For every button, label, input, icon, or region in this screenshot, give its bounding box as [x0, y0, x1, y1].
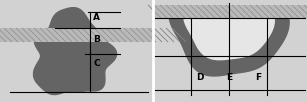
Text: C: C: [93, 59, 100, 69]
Text: D: D: [196, 74, 204, 83]
Bar: [153, 5, 307, 18]
Text: F: F: [255, 74, 261, 83]
Bar: [153, 0, 307, 102]
Bar: [0, 0, 153, 102]
Polygon shape: [184, 18, 274, 60]
Bar: [0, 28, 153, 42]
Text: B: B: [93, 35, 100, 44]
Bar: [0, 28, 153, 42]
Text: A: A: [93, 13, 100, 23]
Text: E: E: [226, 74, 232, 83]
Polygon shape: [33, 8, 117, 95]
Bar: [153, 5, 307, 18]
Polygon shape: [169, 18, 289, 76]
